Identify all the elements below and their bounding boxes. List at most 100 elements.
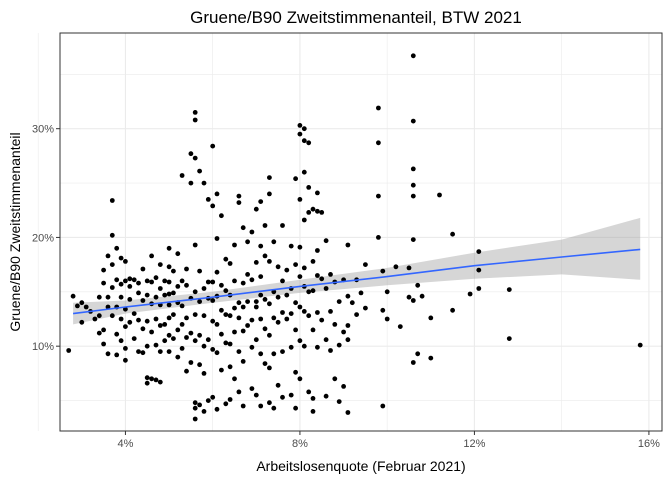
data-point <box>358 290 364 296</box>
data-point <box>131 336 137 341</box>
data-point <box>144 278 150 284</box>
data-point <box>184 315 189 321</box>
data-point <box>293 176 298 182</box>
data-point <box>262 361 268 366</box>
data-point <box>245 272 251 277</box>
data-point <box>476 286 482 291</box>
data-point <box>136 317 141 323</box>
data-point <box>315 344 320 350</box>
data-point <box>410 298 416 303</box>
y-tick-label: 30% <box>32 124 54 136</box>
data-point <box>280 394 285 400</box>
data-point <box>192 416 198 422</box>
grid-lines <box>37 33 662 431</box>
data-point <box>306 210 312 215</box>
x-tick-label: 4% <box>117 438 133 450</box>
data-point <box>301 309 307 314</box>
data-point <box>376 140 381 146</box>
data-point <box>310 409 316 414</box>
data-point <box>301 126 307 132</box>
data-point <box>476 267 482 273</box>
data-point <box>210 394 216 400</box>
data-point <box>406 265 412 271</box>
data-point <box>140 350 146 356</box>
data-point <box>258 292 264 298</box>
data-point <box>192 242 198 248</box>
x-tick-label: 8% <box>292 438 308 450</box>
data-point <box>79 319 85 325</box>
data-point <box>306 289 312 295</box>
data-point <box>232 329 237 335</box>
data-point <box>227 341 233 347</box>
data-point <box>267 332 272 338</box>
data-point <box>306 140 312 146</box>
data-point <box>201 371 207 376</box>
data-point <box>380 268 386 274</box>
data-point <box>157 323 163 328</box>
data-point <box>144 380 150 386</box>
data-point <box>236 349 242 354</box>
data-point <box>428 315 434 321</box>
data-point <box>315 208 320 214</box>
data-point <box>219 331 224 337</box>
data-point <box>297 123 303 128</box>
data-point <box>118 281 124 287</box>
data-point <box>171 312 176 317</box>
data-point <box>349 300 355 306</box>
data-point <box>201 409 207 414</box>
data-point <box>114 277 120 283</box>
x-axis-title: Arbeitslosenquote (Februar 2021) <box>256 458 465 474</box>
data-point <box>105 304 111 310</box>
data-point <box>188 180 194 186</box>
data-point <box>114 352 120 358</box>
data-point <box>114 245 120 251</box>
data-point <box>315 273 320 278</box>
data-point <box>336 342 342 348</box>
data-point <box>175 251 181 257</box>
data-point <box>275 382 281 388</box>
data-point <box>175 354 181 360</box>
x-tick-label: 16% <box>638 438 660 450</box>
data-point <box>267 365 272 371</box>
data-point <box>363 262 368 267</box>
y-axis-title: Gruene/B90 Zweitstimmenanteil <box>7 132 23 331</box>
data-point <box>157 262 163 267</box>
data-point <box>123 278 128 284</box>
data-point <box>197 402 203 408</box>
data-point <box>319 210 325 215</box>
data-point <box>315 310 320 315</box>
data-point <box>410 193 416 199</box>
data-point <box>397 324 403 329</box>
data-point <box>214 236 220 241</box>
data-point <box>184 368 189 374</box>
data-point <box>267 259 272 264</box>
data-point <box>271 405 277 411</box>
data-point <box>171 290 176 296</box>
data-point <box>301 169 307 175</box>
data-point <box>384 289 390 295</box>
data-point <box>410 166 416 172</box>
data-point <box>184 335 189 340</box>
data-point <box>236 315 242 321</box>
data-point <box>240 359 246 364</box>
data-point <box>171 268 176 274</box>
data-point <box>284 316 290 322</box>
data-point <box>197 299 203 304</box>
data-point <box>201 313 207 319</box>
data-point <box>275 319 281 325</box>
data-point <box>149 329 155 335</box>
data-point <box>149 376 155 382</box>
data-point <box>297 304 303 310</box>
data-point <box>188 151 194 157</box>
data-point <box>109 285 115 290</box>
data-point <box>315 248 320 253</box>
data-point <box>232 376 237 382</box>
data-point <box>306 185 312 190</box>
data-point <box>341 329 346 335</box>
data-point <box>118 338 124 344</box>
data-point <box>415 351 421 357</box>
data-point <box>214 269 220 275</box>
data-point <box>301 343 307 349</box>
data-points <box>66 53 643 422</box>
data-point <box>310 206 316 212</box>
